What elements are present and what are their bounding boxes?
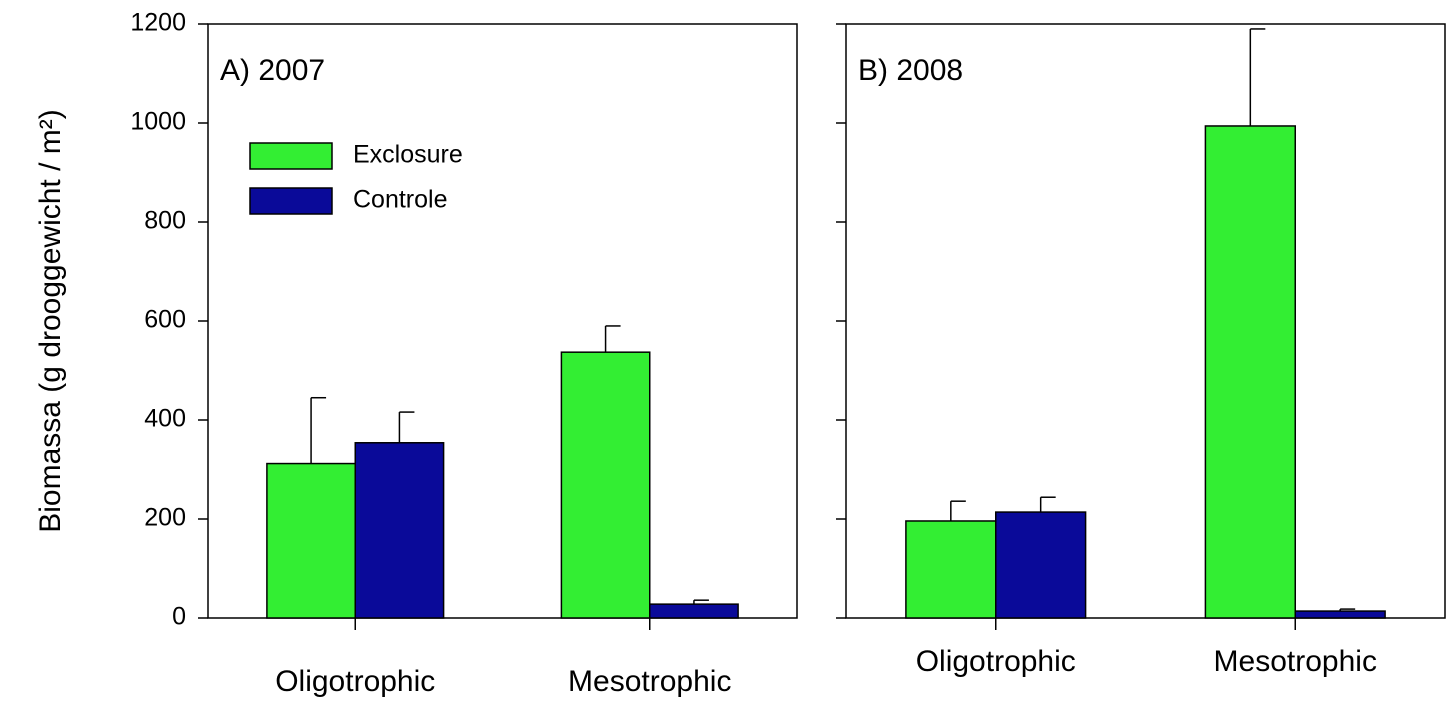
panel-title: B) 2008: [858, 54, 963, 87]
y-tick-label: 1200: [130, 9, 186, 37]
y-tick-label: 0: [172, 603, 186, 631]
x-tick-label: Oligotrophic: [275, 665, 435, 698]
error-bar: [950, 500, 966, 521]
y-tick-label: 400: [144, 405, 186, 433]
error-bar: [310, 396, 327, 464]
y-tick-label: 600: [144, 306, 186, 334]
legend-label: Exclosure: [353, 141, 463, 169]
legend-swatch: [249, 187, 333, 215]
x-tick-label: Oligotrophic: [916, 645, 1076, 678]
error-bar: [693, 599, 709, 605]
y-axis-label: Biomassa (g drooggewicht / m²): [34, 109, 67, 533]
y-tick-label: 200: [144, 504, 186, 532]
legend-label: Controle: [353, 186, 448, 214]
error-bar: [1249, 28, 1266, 126]
y-tick-label: 800: [144, 207, 186, 235]
error-bar: [604, 325, 621, 353]
bar: [995, 511, 1087, 619]
bar: [649, 603, 739, 619]
legend-swatch: [249, 142, 333, 170]
axes-frame: [845, 23, 1446, 619]
error-bar: [1039, 496, 1056, 513]
y-tick-label: 1000: [130, 108, 186, 136]
bar: [560, 351, 651, 619]
panel-title: A) 2007: [220, 54, 325, 87]
bar: [354, 442, 445, 619]
bar: [266, 462, 356, 619]
bar: [1204, 125, 1297, 619]
bar: [1294, 610, 1386, 619]
x-tick-label: Mesotrophic: [568, 665, 731, 698]
axes-frame: [207, 23, 798, 619]
x-tick-label: Mesotrophic: [1214, 645, 1377, 678]
error-bar: [1339, 608, 1356, 612]
bar: [905, 520, 997, 619]
error-bar: [398, 411, 415, 443]
